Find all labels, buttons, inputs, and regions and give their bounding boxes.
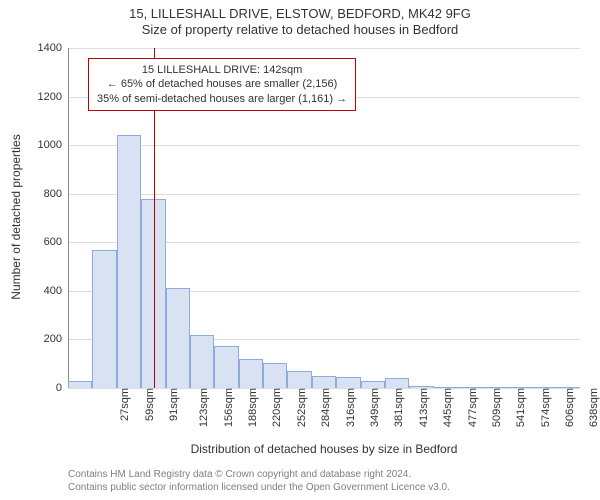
x-tick-label: 445sqm (436, 388, 454, 427)
chart-title: 15, LILLESHALL DRIVE, ELSTOW, BEDFORD, M… (0, 6, 600, 39)
histogram-bar (336, 377, 360, 388)
plot-area: 020040060080010001200140027sqm59sqm91sqm… (68, 48, 580, 388)
x-tick-label: 477sqm (461, 388, 479, 427)
histogram-bar (239, 359, 263, 388)
histogram-bar (507, 387, 531, 388)
x-tick-label: 188sqm (241, 388, 259, 427)
x-tick-label: 220sqm (266, 388, 284, 427)
histogram-bar (458, 387, 482, 388)
gridline (68, 194, 580, 195)
x-tick-label: 574sqm (534, 388, 552, 427)
x-tick-label: 27sqm (113, 388, 131, 421)
x-tick-label: 123sqm (192, 388, 210, 427)
title-line-1: 15, LILLESHALL DRIVE, ELSTOW, BEDFORD, M… (0, 6, 600, 22)
histogram-chart: 15, LILLESHALL DRIVE, ELSTOW, BEDFORD, M… (0, 0, 600, 500)
annotation-line: 15 LILLESHALL DRIVE: 142sqm (97, 63, 347, 77)
x-tick-label: 284sqm (314, 388, 332, 427)
y-tick-label: 0 (56, 382, 68, 394)
annotation-box: 15 LILLESHALL DRIVE: 142sqm← 65% of deta… (88, 58, 356, 111)
histogram-bar (531, 387, 555, 388)
x-tick-label: 349sqm (363, 388, 381, 427)
y-tick-label: 200 (44, 333, 68, 345)
histogram-bar (434, 387, 458, 388)
y-tick-label: 600 (44, 236, 68, 248)
histogram-bar (214, 346, 238, 389)
histogram-bar (287, 371, 311, 388)
x-tick-label: 252sqm (290, 388, 308, 427)
histogram-bar (361, 381, 385, 388)
x-tick-label: 638sqm (583, 388, 600, 427)
x-tick-label: 316sqm (339, 388, 357, 427)
x-tick-label: 541sqm (509, 388, 527, 427)
y-tick-label: 400 (44, 285, 68, 297)
y-axis-label: Number of detached properties (9, 117, 23, 317)
x-axis-label: Distribution of detached houses by size … (68, 442, 580, 456)
gridline (68, 48, 580, 49)
x-tick-label: 91sqm (162, 388, 180, 421)
histogram-bar (92, 250, 116, 388)
histogram-bar (312, 376, 336, 388)
title-line-2: Size of property relative to detached ho… (0, 22, 600, 38)
histogram-bar (190, 335, 214, 388)
histogram-bar (556, 387, 580, 388)
annotation-line: 35% of semi-detached houses are larger (… (97, 92, 347, 106)
x-tick-label: 606sqm (558, 388, 576, 427)
histogram-bar (482, 387, 506, 388)
y-tick-label: 1200 (38, 91, 68, 103)
x-tick-label: 381sqm (388, 388, 406, 427)
y-tick-label: 1000 (38, 139, 68, 151)
y-axis-line (68, 48, 69, 388)
x-tick-label: 59sqm (138, 388, 156, 421)
histogram-bar (117, 135, 141, 388)
histogram-bar (385, 378, 409, 388)
y-tick-label: 800 (44, 188, 68, 200)
footer-line-2: Contains public sector information licen… (68, 482, 590, 495)
annotation-line: ← 65% of detached houses are smaller (2,… (97, 77, 347, 91)
gridline (68, 145, 580, 146)
x-tick-label: 413sqm (412, 388, 430, 427)
histogram-bar (166, 288, 190, 388)
footer-line-1: Contains HM Land Registry data © Crown c… (68, 469, 590, 482)
x-tick-label: 156sqm (217, 388, 235, 427)
histogram-bar (68, 381, 92, 388)
histogram-bar (263, 363, 287, 389)
x-tick-label: 509sqm (485, 388, 503, 427)
y-tick-label: 1400 (38, 42, 68, 54)
histogram-bar (409, 386, 433, 388)
attribution-footer: Contains HM Land Registry data © Crown c… (68, 469, 590, 494)
